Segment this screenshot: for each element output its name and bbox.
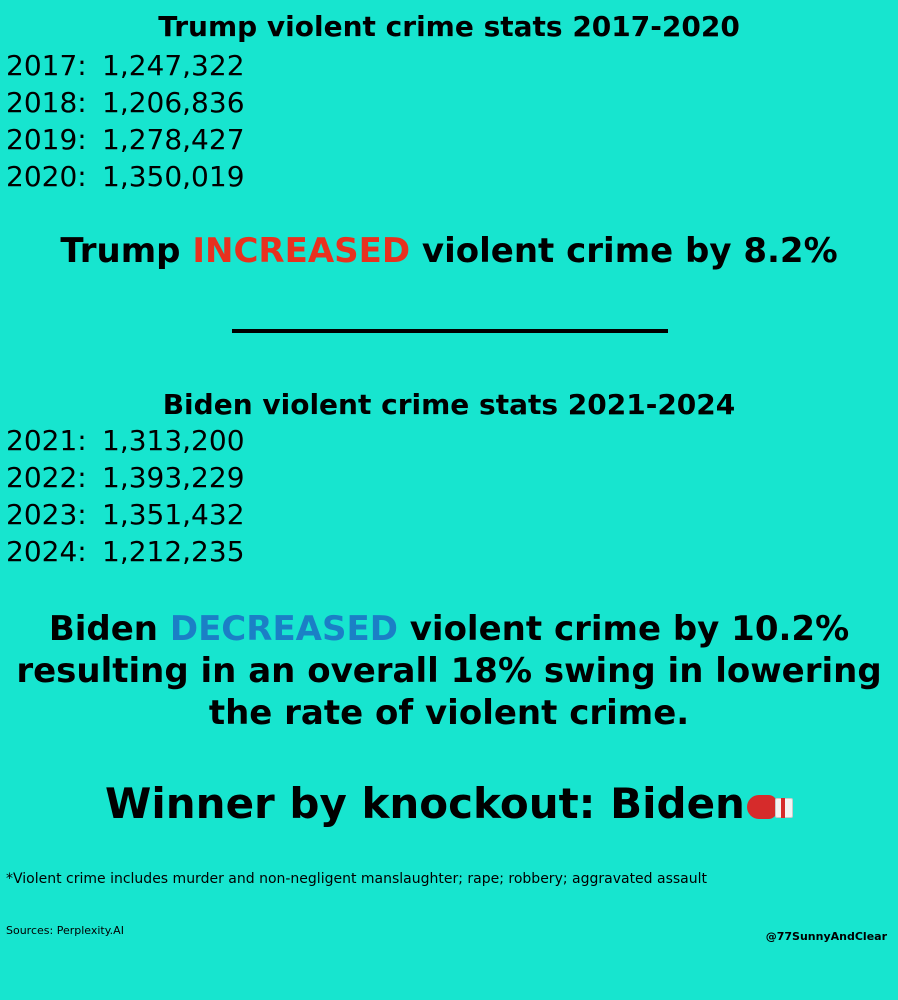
stat-year: 2023: [6, 498, 87, 531]
biden-stat-row-2021: 2021: 1,313,200 [6, 423, 245, 459]
stat-value: 1,247,322 [102, 49, 245, 82]
stat-year: 2019: [6, 123, 87, 156]
biden-summary-line-2: resulting in an overall 18% swing in low… [16, 651, 882, 691]
biden-stat-row-2022: 2022: 1,393,229 [6, 460, 245, 496]
trump-stat-row-2018: 2018: 1,206,836 [6, 85, 245, 121]
biden-summary-pre: Biden [48, 609, 170, 649]
winner-banner: Winner by knockout: Biden [0, 779, 898, 828]
decreased-keyword: DECREASED [169, 609, 398, 649]
winner-text: Winner by knockout: Biden [105, 779, 745, 828]
biden-summary-line-3: the rate of violent crime. [208, 693, 690, 733]
trump-summary-pre: Trump [60, 231, 193, 271]
trump-stat-row-2020: 2020: 1,350,019 [6, 159, 245, 195]
stat-value: 1,350,019 [102, 160, 245, 193]
trump-stat-row-2017: 2017: 1,247,322 [6, 48, 245, 84]
stat-value: 1,351,432 [102, 498, 245, 531]
biden-stat-row-2024: 2024: 1,212,235 [6, 534, 245, 570]
author-handle: @77SunnyAndClear [765, 930, 887, 943]
trump-summary: Trump INCREASED violent crime by 8.2% [0, 231, 898, 271]
stat-value: 1,278,427 [102, 123, 245, 156]
stat-value: 1,313,200 [102, 424, 245, 457]
stat-year: 2020: [6, 160, 87, 193]
boxing-glove-icon [746, 793, 793, 821]
stat-value: 1,206,836 [102, 86, 245, 119]
stat-year: 2017: [6, 49, 87, 82]
stat-year: 2024: [6, 535, 87, 568]
section-divider [232, 329, 668, 333]
biden-stat-row-2023: 2023: 1,351,432 [6, 497, 245, 533]
trump-summary-post: violent crime by 8.2% [410, 231, 838, 271]
biden-summary-line-1: Biden DECREASED violent crime by 10.2% [0, 609, 898, 649]
trump-stat-row-2019: 2019: 1,278,427 [6, 122, 245, 158]
footnote: *Violent crime includes murder and non-n… [6, 871, 708, 887]
stat-value: 1,393,229 [102, 461, 245, 494]
increased-keyword: INCREASED [192, 231, 411, 271]
stat-value: 1,212,235 [102, 535, 245, 568]
biden-stats-heading: Biden violent crime stats 2021-2024 [162, 388, 736, 421]
stat-year: 2018: [6, 86, 87, 119]
stat-year: 2021: [6, 424, 87, 457]
sources: Sources: Perplexity.AI [6, 924, 124, 937]
stat-year: 2022: [6, 461, 87, 494]
biden-summary-post: violent crime by 10.2% [397, 609, 850, 649]
trump-stats-heading: Trump violent crime stats 2017-2020 [158, 10, 740, 43]
